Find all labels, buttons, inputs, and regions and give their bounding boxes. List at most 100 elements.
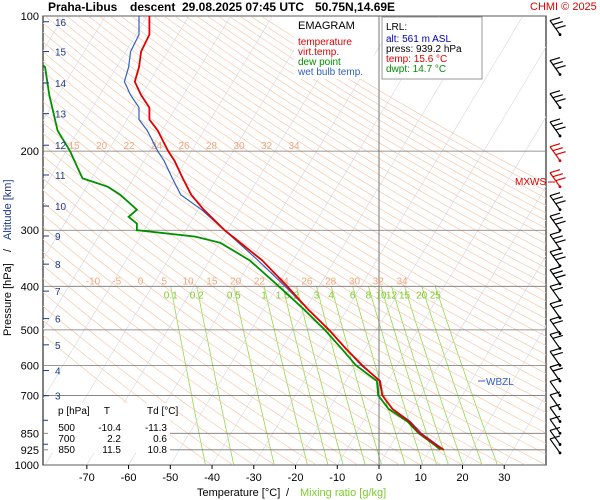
x-tick-label: 20: [456, 472, 468, 484]
y-axis-title: Pressure [hPa]: [2, 263, 14, 336]
wind-barb: [549, 403, 562, 423]
wind-barb: [549, 212, 566, 232]
levels-row-td: 10.8: [148, 445, 168, 456]
wind-barb-shaft: [549, 334, 561, 349]
wind-barb-flag: [549, 248, 561, 253]
altitude-tick-label: 7: [55, 287, 61, 298]
copyright: CHMI © 2025: [530, 1, 597, 13]
station-name: Praha-Libus: [48, 0, 118, 14]
wind-barb-shaft: [549, 60, 561, 75]
wind-barb-flag: [549, 435, 561, 440]
pressure-tick-label: 700: [21, 390, 39, 402]
wind-barb-flag: [552, 173, 563, 178]
lrl-title: LRL:: [386, 22, 407, 33]
dry-adiabat: [43, 31, 546, 365]
dry-adiabat: [142, 16, 546, 269]
wind-barb-flag: [549, 212, 561, 217]
lrl-temperature: temp: 15.6 °C: [386, 54, 447, 65]
wind-barb-shaft: [549, 195, 561, 211]
altitude-tick-label: 5: [55, 341, 61, 352]
pressure-tick-label: 1000: [15, 460, 39, 472]
wind-barb-flag: [549, 282, 561, 288]
wind-barb-base: [558, 134, 562, 138]
wind-barb-flag: [552, 60, 563, 66]
x-tick-label: 10: [415, 472, 427, 484]
wind-barb-flag: [555, 256, 566, 261]
levels-row-t: 2.2: [107, 434, 121, 445]
dry-adiabat: [239, 16, 546, 199]
wind-barb-flag: [549, 56, 561, 62]
mxws-label: MXWS: [515, 177, 546, 188]
wind-barb-base: [558, 332, 562, 336]
wind-barb-shaft: [549, 438, 561, 454]
wind-barb: [549, 391, 562, 411]
wind-barbs: [549, 17, 566, 455]
dry-adiabat: [43, 80, 546, 414]
wind-barb-flag: [549, 316, 561, 321]
wind-barb-shaft: [549, 351, 561, 366]
x-axis-mixing-title: Mixing ratio [g/kg]: [300, 487, 386, 499]
wind-barb-flag: [552, 216, 563, 221]
altitude-tick-label: 10: [55, 202, 67, 213]
potential-temp-label: 32: [261, 141, 273, 152]
wind-barb-flag: [549, 415, 561, 420]
x-tick-label: 0: [376, 472, 382, 484]
dry-adiabat: [43, 91, 546, 424]
wind-barb-flag: [555, 220, 566, 225]
temperature-line: [133, 16, 445, 451]
wind-barb-shaft: [549, 303, 561, 319]
potential-temp-label: 15: [206, 276, 218, 287]
levels-row-td: -11.3: [145, 423, 167, 434]
wind-barb-flag: [549, 347, 561, 352]
pressure-tick-label: 925: [21, 445, 39, 457]
mixing-ratio-label: 10: [375, 290, 387, 301]
dry-adiabat: [55, 16, 546, 337]
wind-barb-flag: [549, 300, 561, 305]
potential-temp-label: 26: [301, 276, 313, 287]
wind-barb-flag: [549, 192, 561, 197]
potential-temp-label: 30: [349, 276, 361, 287]
wind-barb-shaft: [549, 93, 561, 108]
dry-adiabat: [43, 41, 546, 374]
mixing-ratio-label: 0.2: [190, 290, 204, 301]
wind-barb-flag: [549, 118, 561, 123]
wind-barb-base: [558, 394, 562, 397]
wind-barb: [549, 192, 566, 212]
pressure-tick-label: 300: [21, 225, 39, 237]
wind-barb-shaft: [549, 251, 561, 267]
mixing-ratio-label: 12: [386, 290, 398, 301]
wind-barb-flag: [552, 304, 563, 309]
x-axis-separator: /: [286, 487, 290, 499]
altitude-tick-label: 16: [55, 18, 67, 29]
mixing-ratio-label: 25: [430, 290, 442, 301]
wind-barb: [549, 56, 566, 76]
x-tick-label: -70: [79, 472, 95, 484]
dry-adiabat: [66, 16, 546, 328]
potential-temp-label: 22: [123, 141, 135, 152]
wind-barb-base: [558, 33, 562, 36]
wind-barb-shaft: [549, 269, 561, 285]
lrl-altitude: alt: 561 m ASL: [386, 34, 451, 45]
x-axis-title: Temperature [°C]: [197, 487, 280, 499]
potential-temp-label: -10: [86, 276, 101, 287]
levels-row-p: 850: [58, 445, 75, 456]
wind-barb-flag: [552, 351, 563, 356]
wind-barb-flag: [552, 147, 563, 152]
potential-temp-label: 30: [233, 141, 245, 152]
wind-barb-flag: [549, 231, 561, 236]
wind-barb-flag: [549, 90, 561, 95]
wind-barb-flag: [549, 363, 561, 368]
mixing-ratio-label: 1: [261, 290, 267, 301]
wind-barb-base: [558, 451, 562, 455]
wind-barb-flag: [552, 94, 563, 99]
altitude-tick-label: 9: [55, 232, 61, 243]
wind-barb-base: [558, 208, 562, 212]
mixing-ratio-label: 20: [416, 290, 428, 301]
wind-barb-shaft: [549, 381, 561, 396]
wind-barb: [549, 17, 566, 36]
wind-barb-flag: [549, 266, 561, 271]
altitude-tick-label: 11: [55, 171, 66, 182]
dry-adiabat: [206, 16, 546, 221]
plot-background: [42, 15, 547, 466]
mixing-ratio-label: 8: [366, 290, 372, 301]
